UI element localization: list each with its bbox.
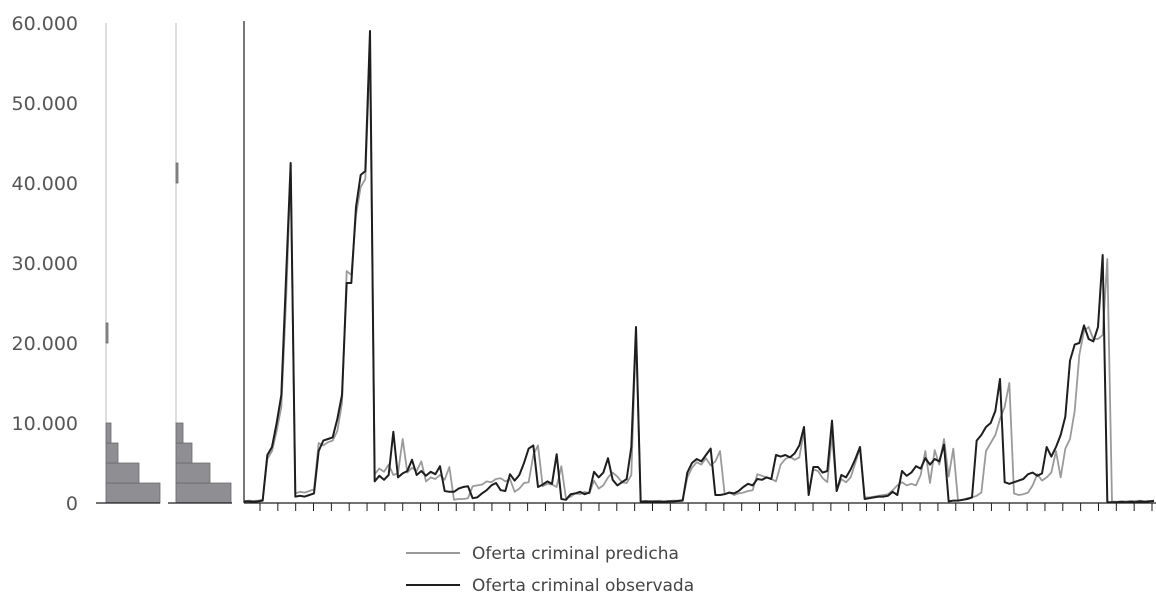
histogram-bar bbox=[175, 482, 232, 504]
histogram-predicted bbox=[105, 23, 161, 504]
legend-label-predicted: Oferta criminal predicha bbox=[472, 544, 679, 564]
histogram-observed bbox=[175, 23, 232, 504]
y-axis-tick-labels: 0 10.000 20.000 30.000 40.000 50.000 60.… bbox=[12, 13, 78, 515]
histogram-bar bbox=[105, 442, 119, 464]
histogram-bar bbox=[105, 322, 109, 344]
y-tick-label: 20.000 bbox=[12, 333, 78, 355]
y-tick-label: 10.000 bbox=[12, 413, 78, 435]
histogram-bar bbox=[105, 462, 140, 484]
y-tick-label: 60.000 bbox=[12, 13, 78, 35]
series-line-predicted bbox=[243, 50, 1155, 503]
histogram-bar bbox=[175, 462, 211, 484]
histogram-bar bbox=[175, 422, 184, 444]
histogram-bar bbox=[175, 162, 179, 184]
y-tick-label: 40.000 bbox=[12, 173, 78, 195]
legend: Oferta criminal predicha Oferta criminal… bbox=[406, 544, 694, 596]
series-lines bbox=[243, 30, 1155, 504]
histogram-bar bbox=[175, 442, 193, 464]
legend-label-observed: Oferta criminal observada bbox=[472, 576, 694, 596]
histogram-bar bbox=[105, 482, 161, 504]
series-line-observed bbox=[244, 30, 1155, 504]
histogram-bar bbox=[105, 422, 112, 444]
y-tick-label: 0 bbox=[66, 493, 78, 515]
main-plot-axes bbox=[96, 21, 1156, 511]
y-tick-label: 30.000 bbox=[12, 253, 78, 275]
y-tick-label: 50.000 bbox=[12, 93, 78, 115]
